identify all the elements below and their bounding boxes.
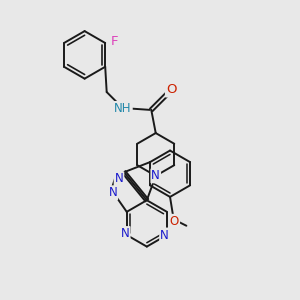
Text: N: N (115, 172, 123, 185)
Text: N: N (152, 169, 160, 182)
Text: O: O (166, 83, 176, 97)
Text: N: N (121, 227, 130, 240)
Text: F: F (111, 35, 118, 48)
Text: NH: NH (114, 102, 132, 115)
Text: N: N (160, 229, 169, 242)
Text: O: O (170, 215, 179, 228)
Text: N: N (109, 186, 117, 199)
